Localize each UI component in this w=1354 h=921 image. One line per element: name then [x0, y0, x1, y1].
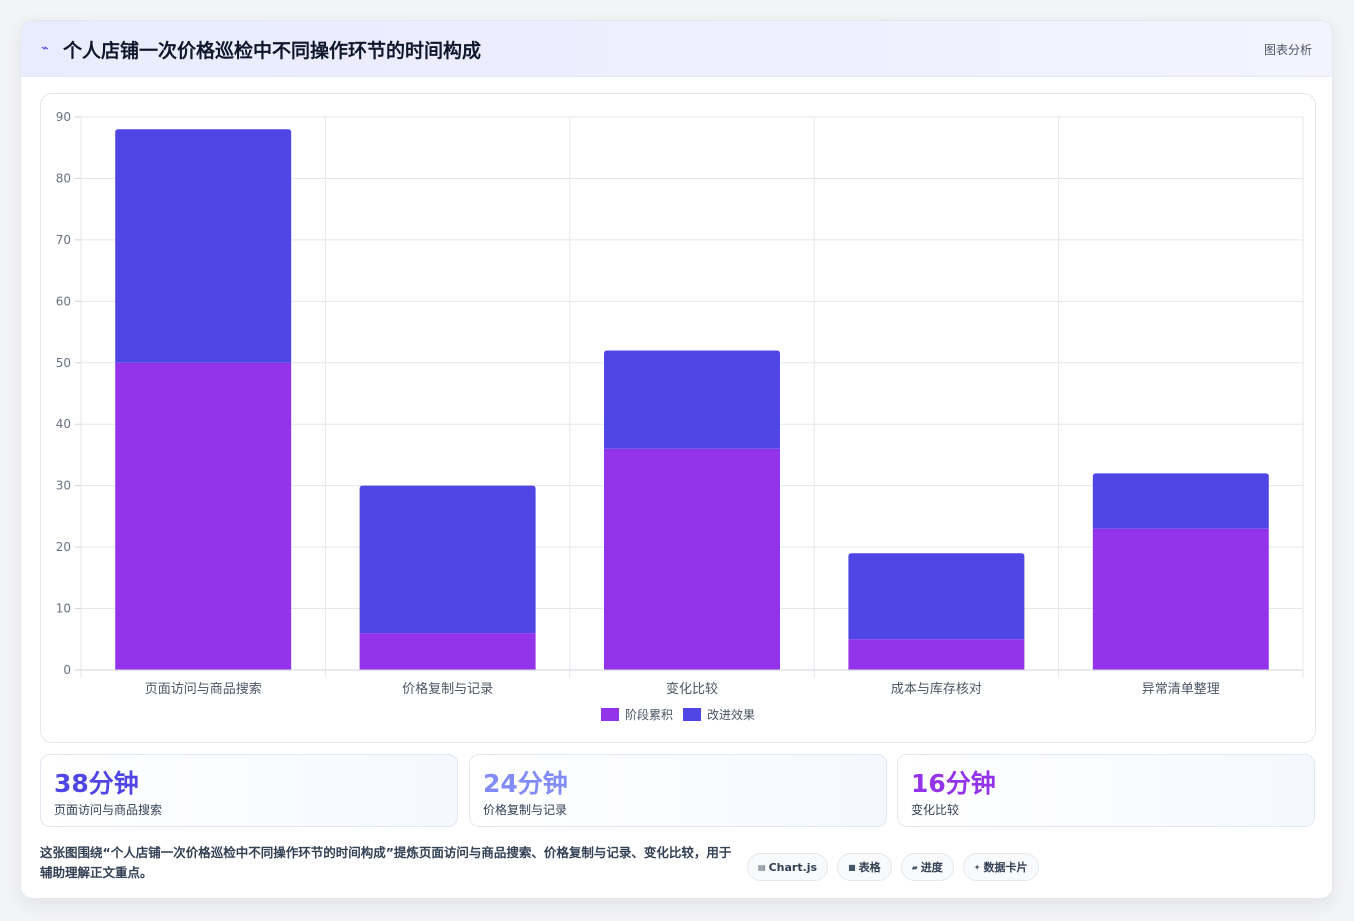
bar-segment — [115, 362, 292, 670]
tag-data-card[interactable]: ✦ 数据卡片 — [962, 853, 1039, 881]
tag-list: ▤ Chart.js ■ 表格 ▰ 进度 ✦ 数据卡片 — [747, 853, 1039, 881]
bar-segment — [1092, 528, 1269, 670]
chart-card: ⌁ 个人店铺一次价格巡检中不同操作环节的时间构成 图表分析 0 10 20 30 40 5… — [20, 20, 1333, 899]
bar-segment — [848, 553, 1025, 640]
tag-label: 进度 — [920, 861, 943, 874]
bar-segment — [1092, 473, 1269, 529]
y-tick-label: 30 — [56, 479, 71, 493]
chart-icon: ▤ — [758, 862, 766, 872]
x-tick-label: 异常清单整理 — [1142, 682, 1220, 697]
bar-segment — [359, 485, 536, 634]
legend-label: 改进效果 — [707, 707, 755, 722]
tag-chartjs[interactable]: ▤ Chart.js — [747, 853, 829, 881]
chart-line-icon: ⌁ — [41, 41, 49, 56]
progress-icon: ▰ — [911, 862, 918, 872]
legend-label: 阶段累积 — [625, 707, 673, 722]
card-header: ⌁ 个人店铺一次价格巡检中不同操作环节的时间构成 图表分析 — [21, 21, 1332, 77]
y-tick-label: 40 — [56, 417, 71, 431]
tag-label: Chart.js — [768, 860, 818, 874]
x-tick-label: 页面访问与商品搜索 — [145, 682, 262, 697]
stat-card-1: 38分钟 页面访问与商品搜索 — [40, 754, 458, 827]
stat-label: 页面访问与商品搜索 — [54, 803, 163, 817]
y-tick-label: 50 — [56, 356, 71, 370]
stat-card-2: 24分钟 价格复制与记录 — [469, 754, 887, 827]
y-tick-label: 60 — [56, 294, 71, 308]
y-tick-label: 0 — [63, 663, 71, 677]
stacked-bar-chart: 0 10 20 30 40 50 60 70 80 90 页面访问与商品搜索 价格复制与记录 变化比较 成… — [56, 110, 1304, 722]
chart-panel: 0 10 20 30 40 50 60 70 80 90 页面访问与商品搜索 价格复制与记录 变化比较 成… — [40, 93, 1316, 743]
bar-segment — [604, 448, 780, 670]
stat-card-3: 16分钟 变化比较 — [897, 754, 1315, 827]
legend-swatch — [683, 708, 702, 721]
tag-label: 数据卡片 — [983, 861, 1028, 874]
x-tick-label: 价格复制与记录 — [402, 681, 493, 697]
tag-progress[interactable]: ▰ 进度 — [900, 853, 954, 881]
x-tick-label: 变化比较 — [666, 681, 718, 697]
bar-segment — [604, 350, 780, 449]
y-tick-label: 90 — [56, 110, 71, 124]
stat-label: 变化比较 — [911, 803, 960, 817]
tag-label: 表格 — [858, 861, 881, 874]
stat-value: 16分钟 — [911, 769, 996, 798]
chart-description: 这张图围绕“个人店铺一次价格巡检中不同操作环节的时间构成”提炼页面访问与商品搜索… — [40, 845, 732, 880]
bar-segment — [359, 633, 536, 670]
y-tick-label: 10 — [56, 602, 71, 616]
stat-label: 价格复制与记录 — [483, 803, 568, 817]
y-tick-label: 80 — [56, 171, 71, 185]
bar-segment — [848, 639, 1025, 670]
tag-table[interactable]: ■ 表格 — [837, 853, 892, 881]
x-tick-label: 成本与库存核对 — [891, 681, 982, 697]
page-title: 个人店铺一次价格巡检中不同操作环节的时间构成 — [63, 40, 482, 62]
y-tick-label: 20 — [56, 540, 71, 554]
card-icon: ✦ — [973, 862, 981, 872]
bar-segment — [115, 129, 292, 363]
stat-value: 38分钟 — [54, 769, 139, 798]
stat-value: 24分钟 — [483, 769, 568, 798]
legend-swatch — [601, 708, 619, 721]
table-icon: ■ — [848, 862, 856, 872]
chart-analysis-link[interactable]: 图表分析 — [1263, 43, 1312, 57]
y-tick-label: 70 — [56, 233, 71, 247]
